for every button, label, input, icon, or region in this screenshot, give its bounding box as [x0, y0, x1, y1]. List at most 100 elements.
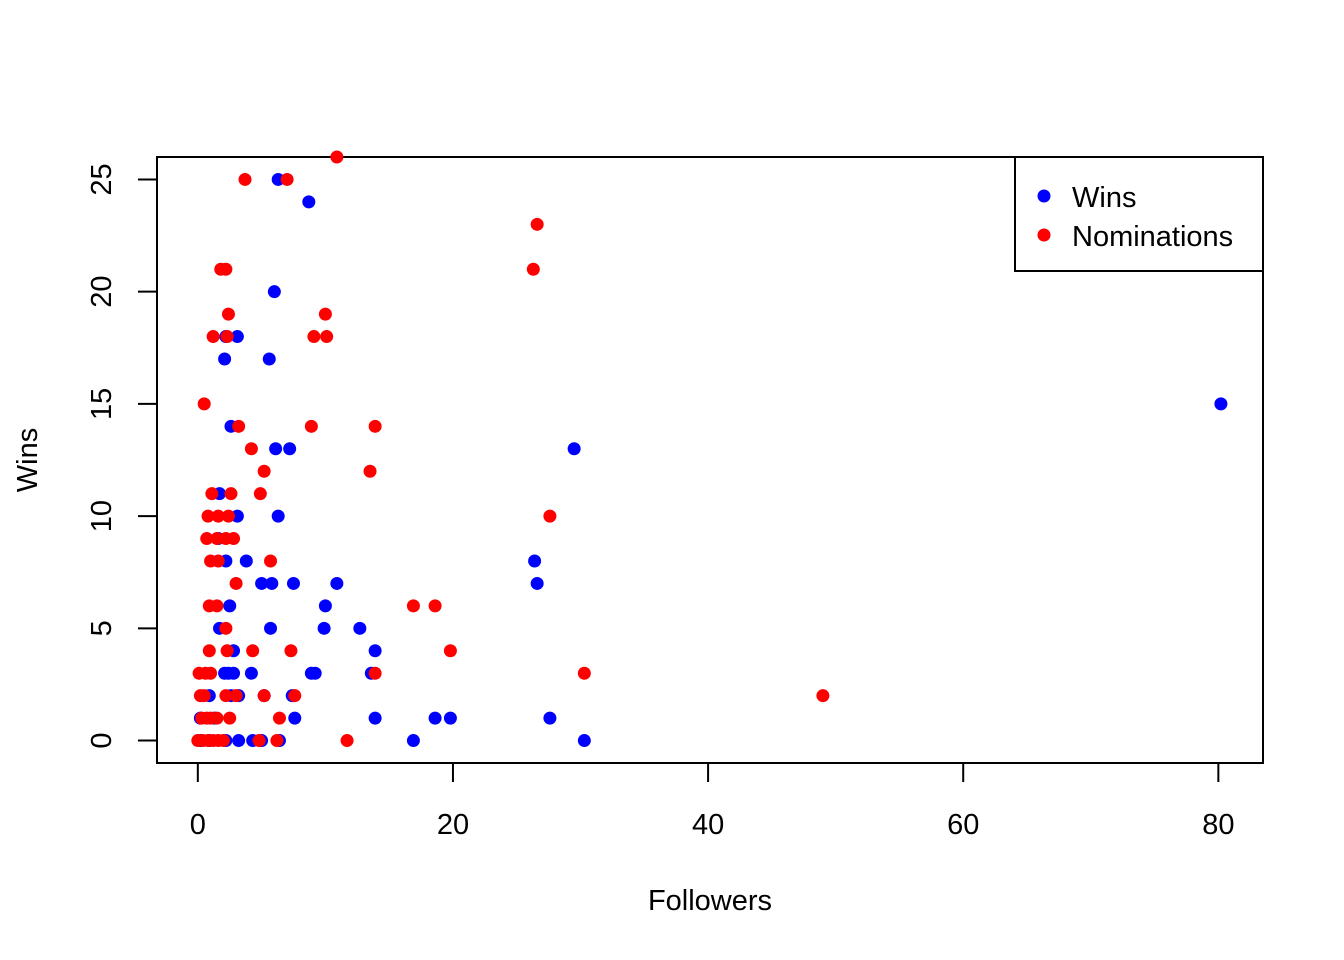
- x-tick-label: 60: [947, 809, 979, 841]
- point-wins: [528, 554, 542, 568]
- point-nominations: [304, 419, 318, 433]
- x-tick-label: 80: [1202, 809, 1234, 841]
- point-nominations: [219, 689, 233, 703]
- point-nominations: [211, 509, 225, 523]
- point-wins: [288, 711, 302, 725]
- point-nominations: [219, 262, 233, 276]
- point-nominations: [238, 172, 252, 186]
- point-nominations: [211, 554, 225, 568]
- point-nominations: [406, 599, 420, 613]
- point-nominations: [253, 487, 267, 501]
- point-nominations: [280, 172, 294, 186]
- point-wins: [230, 330, 244, 344]
- point-wins: [530, 576, 544, 590]
- point-wins: [230, 509, 244, 523]
- point-nominations: [246, 644, 260, 658]
- point-nominations: [288, 689, 302, 703]
- point-wins: [1214, 397, 1228, 411]
- point-nominations: [543, 509, 557, 523]
- y-tick-label: 10: [86, 500, 118, 532]
- point-wins: [406, 734, 420, 748]
- y-tick-label: 25: [86, 163, 118, 195]
- point-wins: [302, 195, 316, 209]
- y-tick-label: 20: [86, 276, 118, 308]
- legend: Wins Nominations: [1014, 156, 1264, 272]
- point-nominations: [204, 666, 218, 680]
- legend-label-wins: Wins: [1072, 182, 1136, 214]
- point-nominations: [229, 689, 243, 703]
- point-nominations: [320, 330, 334, 344]
- point-nominations: [210, 532, 224, 546]
- point-nominations: [221, 509, 235, 523]
- point-wins: [286, 576, 300, 590]
- point-nominations: [201, 509, 215, 523]
- point-wins: [283, 442, 297, 456]
- point-nominations: [232, 419, 246, 433]
- point-wins: [317, 621, 331, 635]
- point-wins: [353, 621, 367, 635]
- point-wins: [262, 352, 276, 366]
- x-axis: 0 20 40 60 80: [190, 762, 1234, 841]
- point-nominations: [206, 330, 220, 344]
- point-nominations: [224, 487, 238, 501]
- point-wins: [318, 599, 332, 613]
- point-nominations: [816, 689, 830, 703]
- point-wins: [264, 621, 278, 635]
- x-tick-label: 0: [190, 809, 206, 841]
- points-layer: [191, 150, 1228, 748]
- point-nominations: [197, 397, 211, 411]
- point-nominations: [363, 464, 377, 478]
- x-tick-label: 40: [692, 809, 724, 841]
- point-nominations: [219, 621, 233, 635]
- point-wins: [232, 734, 246, 748]
- point-wins: [269, 442, 283, 456]
- point-nominations: [368, 666, 382, 680]
- point-nominations: [443, 644, 457, 658]
- y-axis-title: Wins: [12, 428, 44, 492]
- point-wins: [227, 666, 241, 680]
- point-nominations: [220, 330, 234, 344]
- point-nominations: [257, 689, 271, 703]
- point-wins: [577, 734, 591, 748]
- y-tick-label: 15: [86, 388, 118, 420]
- point-wins: [267, 285, 281, 299]
- point-wins: [271, 509, 285, 523]
- point-wins: [265, 576, 279, 590]
- legend-marker-nominations: [1037, 228, 1051, 242]
- point-nominations: [526, 262, 540, 276]
- point-wins: [244, 666, 258, 680]
- point-wins: [255, 576, 269, 590]
- point-nominations: [270, 734, 284, 748]
- x-tick-label: 20: [437, 809, 469, 841]
- point-nominations: [318, 307, 332, 321]
- point-wins: [567, 442, 581, 456]
- point-nominations: [257, 464, 271, 478]
- point-nominations: [221, 307, 235, 321]
- point-nominations: [428, 599, 442, 613]
- point-wins: [218, 352, 232, 366]
- point-nominations: [307, 330, 321, 344]
- legend-box: [1014, 156, 1264, 272]
- point-nominations: [368, 419, 382, 433]
- point-wins: [271, 172, 285, 186]
- point-nominations: [220, 644, 234, 658]
- point-wins: [239, 554, 253, 568]
- legend-marker-wins: [1037, 189, 1051, 203]
- series-nominations: [191, 150, 830, 748]
- point-wins: [368, 644, 382, 658]
- point-nominations: [227, 532, 241, 546]
- legend-label-nominations: Nominations: [1072, 221, 1233, 253]
- point-nominations: [205, 487, 219, 501]
- point-nominations: [577, 666, 591, 680]
- point-nominations: [284, 644, 298, 658]
- y-axis: 0 5 10 15 20 25: [86, 163, 158, 749]
- point-wins: [428, 711, 442, 725]
- point-wins: [330, 576, 344, 590]
- point-nominations: [216, 734, 230, 748]
- point-nominations: [252, 734, 266, 748]
- point-nominations: [210, 711, 224, 725]
- point-nominations: [330, 150, 344, 164]
- point-nominations: [202, 644, 216, 658]
- point-nominations: [244, 442, 258, 456]
